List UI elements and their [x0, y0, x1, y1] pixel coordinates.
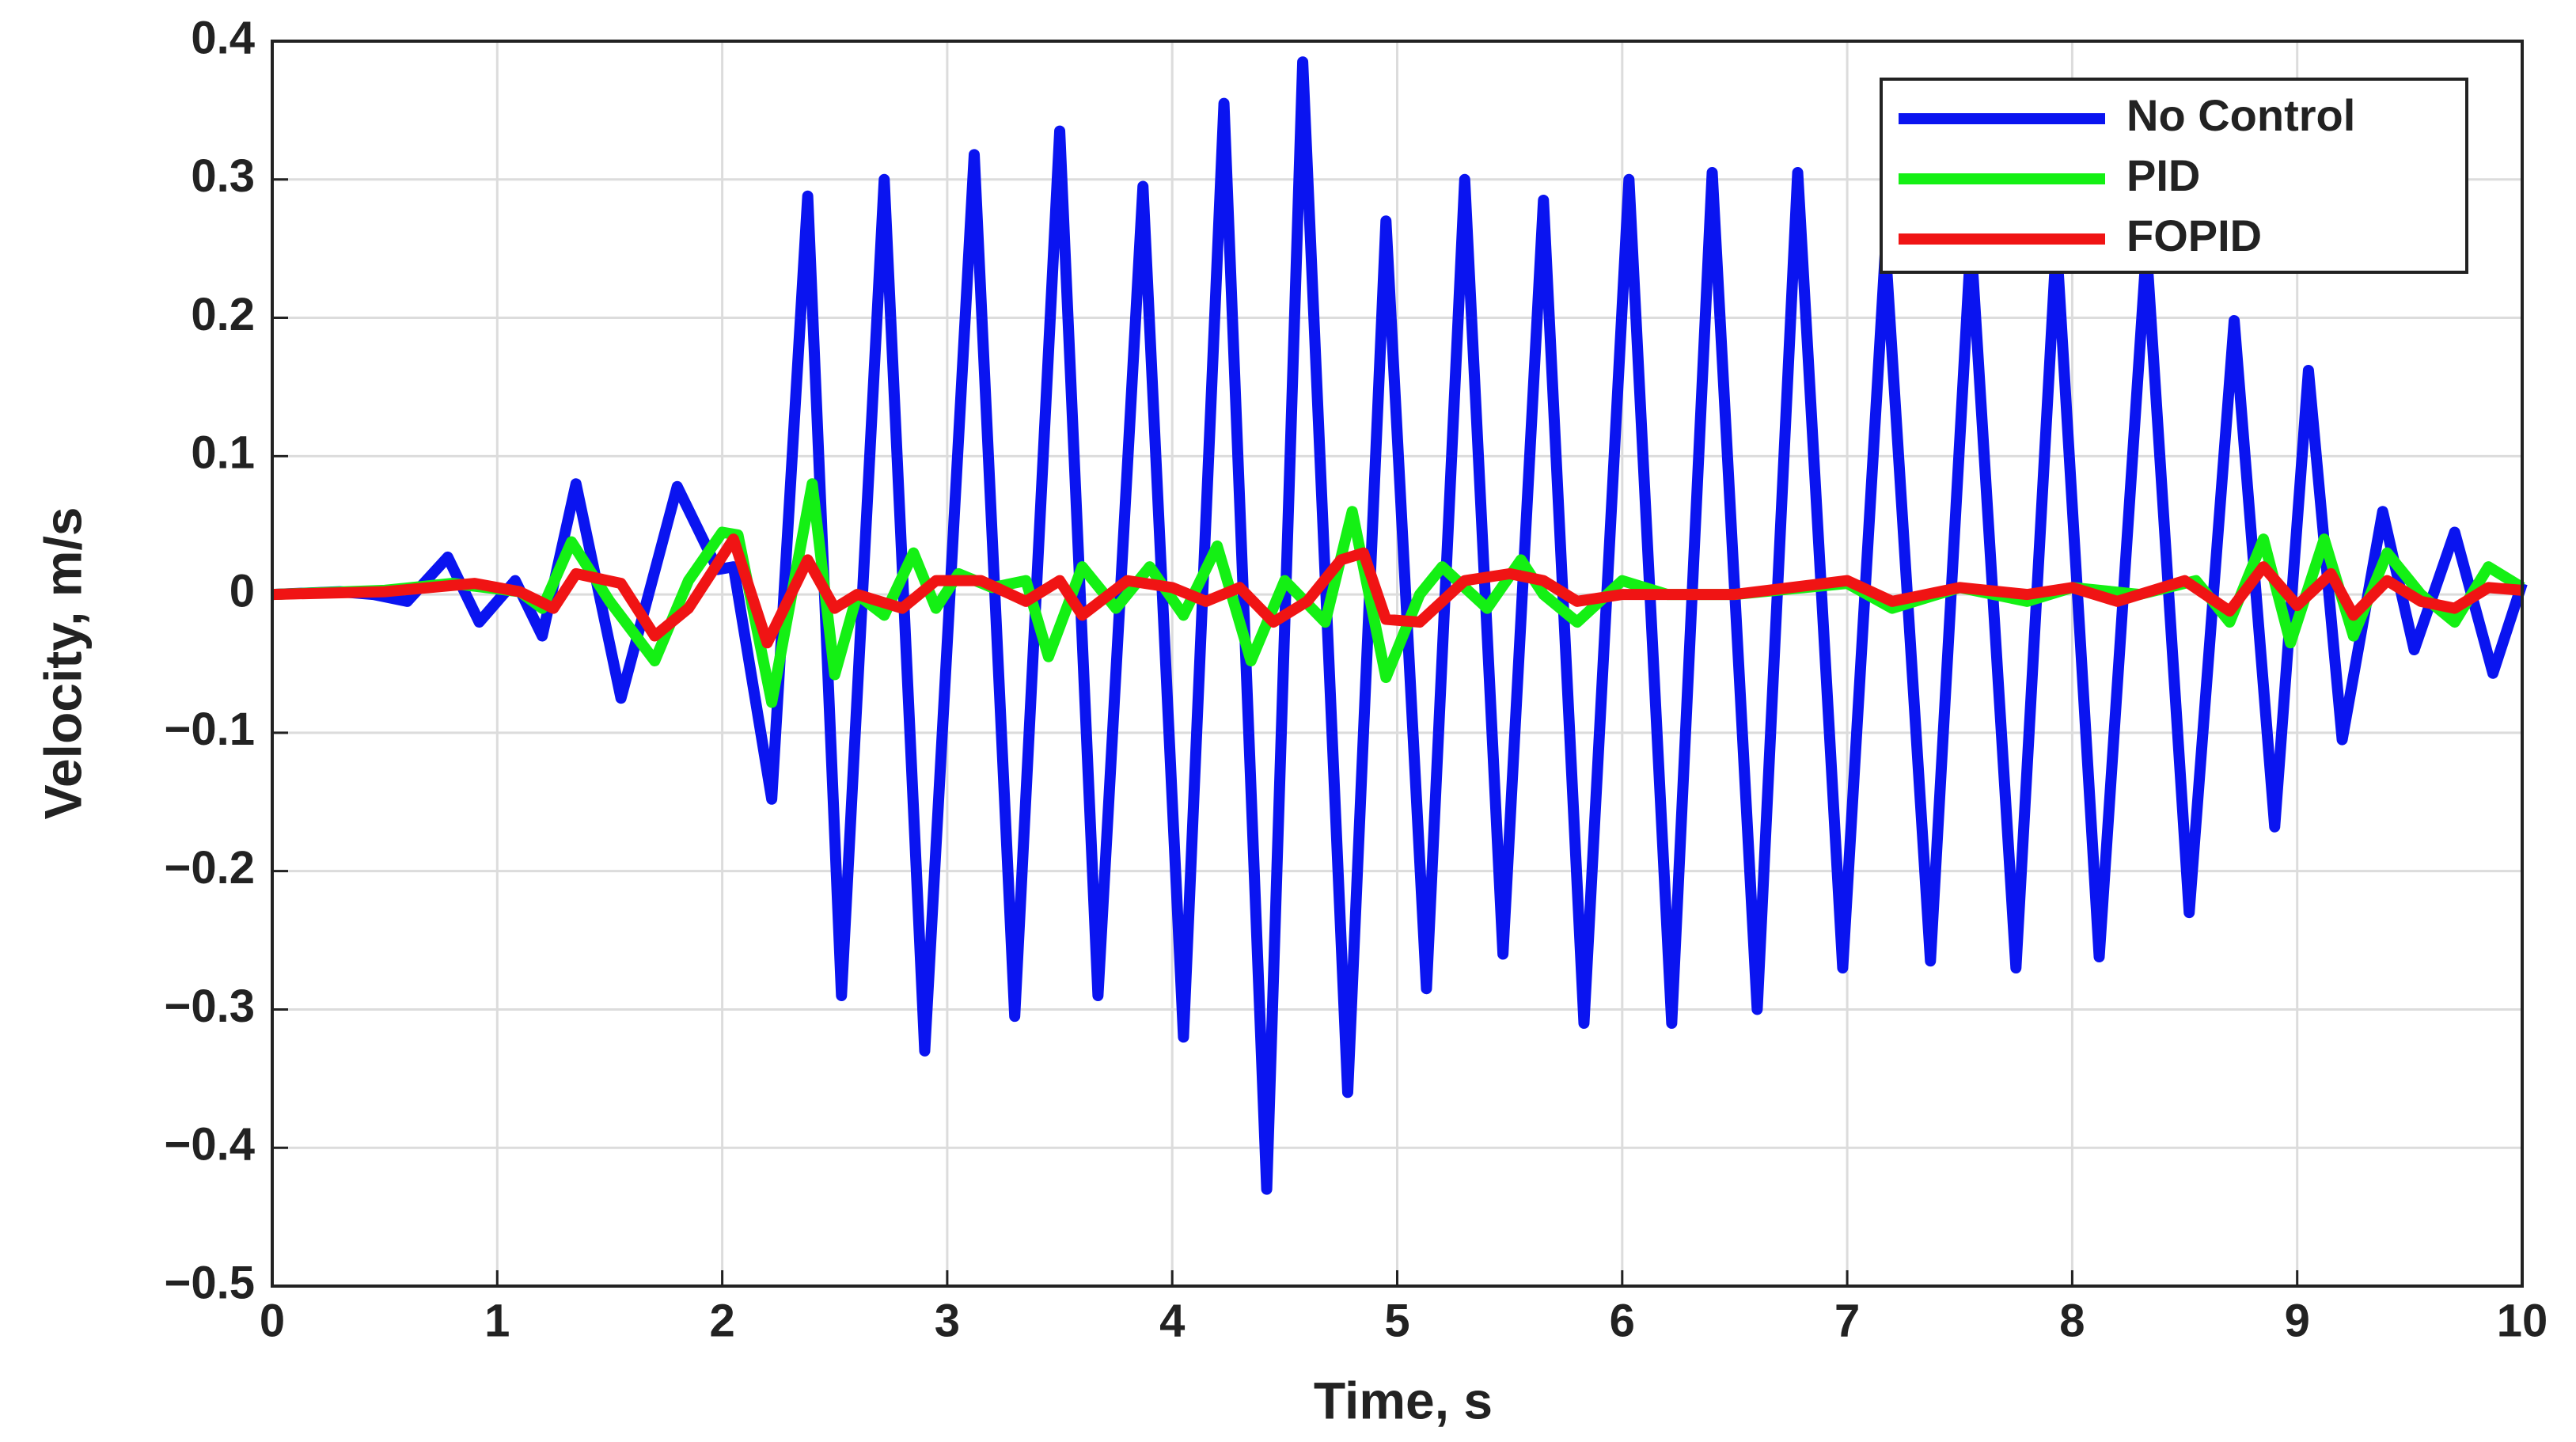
- data-line: [271, 56, 2528, 1195]
- y-tick-label: 0.1: [191, 427, 255, 479]
- x-tick-label: 2: [709, 1295, 734, 1346]
- y-tick-label: 0: [230, 565, 255, 617]
- y-axis-label: Velocity, m/s: [33, 507, 92, 820]
- legend-label: No Control: [2126, 90, 2355, 140]
- legend-label: FOPID: [2126, 211, 2262, 260]
- x-tick-label: 1: [484, 1295, 510, 1346]
- x-tick-label: 6: [1610, 1295, 1635, 1346]
- x-axis-label: Time, s: [1314, 1371, 1493, 1429]
- legend-label: PID: [2126, 150, 2200, 200]
- x-tick-label: 3: [935, 1295, 960, 1346]
- x-tick-label: 5: [1384, 1295, 1409, 1346]
- x-tick-label: 7: [1834, 1295, 1860, 1346]
- data-line: [271, 533, 2523, 649]
- y-tick-label: −0.4: [165, 1119, 256, 1171]
- x-tick-label: 0: [260, 1295, 285, 1346]
- y-tick-label: 0.3: [191, 150, 255, 202]
- x-tick-label: 8: [2059, 1295, 2085, 1346]
- y-tick-label: −0.2: [165, 842, 256, 894]
- x-tick-label: 4: [1159, 1295, 1185, 1346]
- y-tick-label: 0.4: [191, 12, 255, 63]
- y-tick-label: −0.3: [165, 981, 256, 1032]
- y-tick-label: 0.2: [191, 289, 255, 340]
- x-tick-label: 10: [2497, 1295, 2548, 1346]
- plot-frame: [271, 40, 2524, 1288]
- x-tick-label: 9: [2285, 1295, 2310, 1346]
- y-tick-label: −0.1: [165, 704, 256, 755]
- y-tick-label: −0.5: [165, 1257, 256, 1308]
